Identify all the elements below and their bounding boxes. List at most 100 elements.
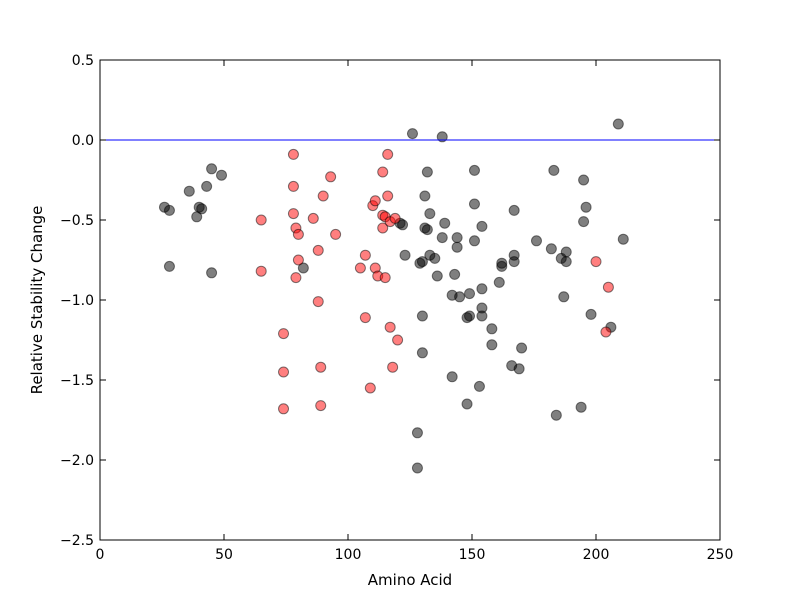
data-point	[578, 174, 590, 186]
y-tick-label: −1.5	[60, 373, 94, 389]
data-point	[290, 272, 302, 284]
data-point	[516, 342, 528, 354]
data-point	[468, 235, 480, 247]
data-point	[451, 232, 463, 244]
data-point	[397, 219, 409, 231]
data-point	[287, 180, 299, 192]
x-tick-label: 250	[707, 547, 734, 563]
data-point	[389, 212, 401, 224]
data-point	[560, 246, 572, 258]
data-point	[548, 164, 560, 176]
data-point	[439, 217, 451, 229]
data-point	[464, 310, 476, 322]
x-tick-label: 150	[459, 547, 486, 563]
data-point	[429, 252, 441, 264]
data-point	[278, 328, 290, 340]
data-point	[508, 256, 520, 268]
x-tick-label: 100	[335, 547, 362, 563]
data-point	[580, 201, 592, 213]
y-axis-ticks: −2.5 −2.0 −1.5 −1.0 −0.5 0.0 0.5	[60, 53, 720, 549]
data-point	[201, 180, 213, 192]
data-point	[602, 281, 614, 293]
y-tick-label: −2.5	[60, 533, 94, 549]
x-axis-ticks: 0 50 100 150 200 250	[96, 60, 734, 563]
data-point	[411, 427, 423, 439]
data-point	[312, 244, 324, 256]
data-point	[411, 462, 423, 474]
data-point	[468, 198, 480, 210]
data-point	[330, 228, 342, 240]
data-point	[399, 249, 411, 261]
data-point	[315, 361, 327, 373]
data-point	[513, 363, 525, 375]
data-points-layer	[158, 118, 629, 474]
data-point	[377, 166, 389, 178]
data-point	[476, 283, 488, 295]
data-point	[382, 148, 394, 160]
data-point	[278, 366, 290, 378]
data-point	[545, 243, 557, 255]
data-point	[287, 148, 299, 160]
x-tick-label: 200	[583, 547, 610, 563]
data-point	[307, 212, 319, 224]
data-point	[382, 190, 394, 202]
y-tick-label: −1.0	[60, 293, 94, 309]
data-point	[163, 260, 175, 272]
data-point	[436, 232, 448, 244]
data-point	[550, 409, 562, 421]
x-tick-label: 50	[215, 547, 233, 563]
data-point	[530, 235, 542, 247]
data-point	[364, 382, 376, 394]
series-1	[255, 148, 614, 415]
data-point	[617, 233, 629, 245]
data-point	[476, 220, 488, 232]
data-point	[560, 256, 572, 268]
data-point	[416, 347, 428, 359]
y-tick-label: 0.0	[72, 133, 94, 149]
data-point	[590, 256, 602, 268]
data-point	[416, 310, 428, 322]
data-point	[486, 339, 498, 351]
data-point	[292, 228, 304, 240]
data-point	[292, 254, 304, 266]
x-tick-label: 0	[96, 547, 105, 563]
data-point	[419, 190, 431, 202]
data-point	[454, 291, 466, 303]
data-point	[183, 185, 195, 197]
series-0	[158, 118, 629, 474]
data-point	[406, 128, 418, 140]
y-axis-label: Relative Stability Change	[28, 206, 46, 395]
data-point	[163, 204, 175, 216]
data-point	[421, 224, 433, 236]
data-point	[416, 256, 428, 268]
data-point	[287, 208, 299, 220]
data-point	[424, 208, 436, 220]
data-point	[354, 262, 366, 274]
data-point	[384, 321, 396, 333]
data-point	[612, 118, 624, 130]
data-point	[486, 323, 498, 335]
data-point	[255, 265, 267, 277]
data-point	[369, 195, 381, 207]
y-tick-label: −0.5	[60, 213, 94, 229]
data-point	[436, 131, 448, 143]
data-point	[578, 216, 590, 228]
data-point	[196, 203, 208, 215]
data-point	[392, 334, 404, 346]
data-point	[359, 249, 371, 261]
data-point	[476, 310, 488, 322]
data-point	[493, 276, 505, 288]
y-tick-label: 0.5	[72, 53, 94, 69]
data-point	[359, 312, 371, 324]
data-point	[464, 288, 476, 300]
x-axis-label: Amino Acid	[368, 571, 452, 589]
data-point	[317, 190, 329, 202]
data-point	[449, 268, 461, 280]
data-point	[585, 308, 597, 320]
data-point	[216, 169, 228, 181]
y-tick-label: −2.0	[60, 453, 94, 469]
data-point	[508, 204, 520, 216]
data-point	[325, 171, 337, 183]
